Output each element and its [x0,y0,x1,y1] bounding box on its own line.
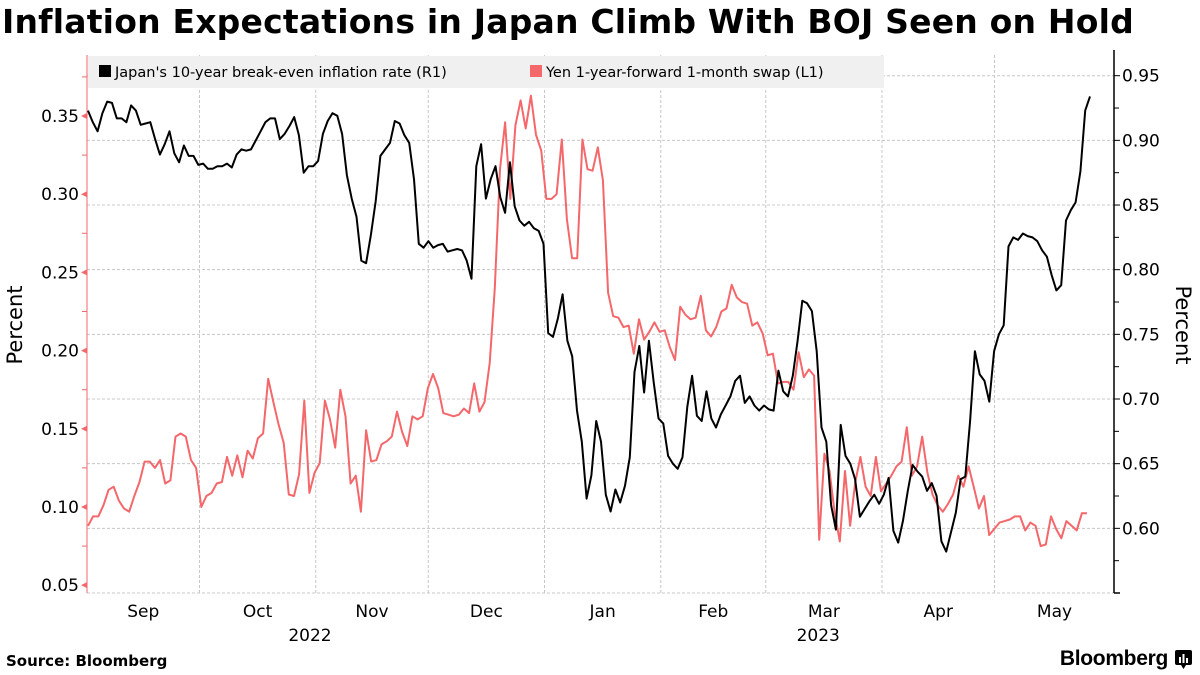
source-note: Source: Bloomberg [6,652,168,670]
x-tick-label: Jan [589,602,616,622]
chart-title: Inflation Expectations in Japan Climb Wi… [2,2,1134,41]
bloomberg-logo: Bloomberg [1059,647,1168,670]
x-tick-label: Nov [355,602,388,622]
left-tick-mark [81,191,87,198]
x-tick-label: Oct [243,602,273,622]
left-tick-label: 0.35 [41,107,79,127]
right-tick-label: 0.65 [1122,455,1160,475]
right-tick-label: 0.90 [1122,131,1160,151]
right-tick-label: 0.95 [1122,67,1160,87]
right-axis: 0.60 0.65 0.70 0.75 0.80 0.85 0.90 0.95 [1113,50,1160,594]
left-tick-label: 0.25 [41,263,79,283]
left-tick-mark [81,582,87,589]
right-tick-label: 0.70 [1122,390,1160,410]
left-tick-mark [81,347,87,354]
left-tick-label: 0.30 [41,185,79,205]
left-tick-label: 0.10 [41,498,79,518]
legend: Japan's 10-year break-even inflation rat… [88,56,884,88]
x-axis: Sep Oct Nov Dec Jan Feb Mar Apr May 2022 2023 [127,602,1072,646]
left-tick-mark [81,503,87,510]
left-tick-label: 0.15 [41,420,79,440]
x-tick-label: Dec [470,602,503,622]
legend-swatch-breakeven [99,65,111,77]
left-tick-mark [81,269,87,276]
bloomberg-chart-icon [1175,650,1192,669]
x-tick-label: Mar [808,602,840,622]
right-axis-title: Percent [1171,285,1195,364]
left-axis-title: Percent [3,285,27,364]
right-tick-label: 0.75 [1122,325,1160,345]
left-tick-mark [81,112,87,119]
x-tick-label: Sep [127,602,159,622]
x-year-label: 2023 [797,626,840,646]
left-axis: 0.05 0.10 0.15 0.20 0.25 0.30 0.35 [41,55,88,596]
x-tick-label: Feb [698,602,728,622]
right-tick-label: 0.80 [1122,261,1160,281]
legend-swatch-swap [530,65,542,77]
left-tick-mark [81,425,87,432]
series-line-swap [87,94,1087,548]
left-tick-label: 0.20 [41,342,79,362]
left-tick-label: 0.05 [41,576,79,596]
legend-background [88,56,884,88]
right-tick-label: 0.85 [1122,196,1160,216]
right-tick-label: 0.60 [1122,519,1160,539]
series-line-breakeven [87,96,1091,553]
x-year-label: 2022 [288,626,331,646]
legend-label-breakeven: Japan's 10-year break-even inflation rat… [114,65,447,81]
series-group [87,94,1091,553]
x-tick-label: May [1037,602,1072,622]
legend-label-swap: Yen 1-year-forward 1-month swap (L1) [545,65,824,81]
x-tick-label: Apr [924,602,953,622]
gridlines [87,55,1114,594]
